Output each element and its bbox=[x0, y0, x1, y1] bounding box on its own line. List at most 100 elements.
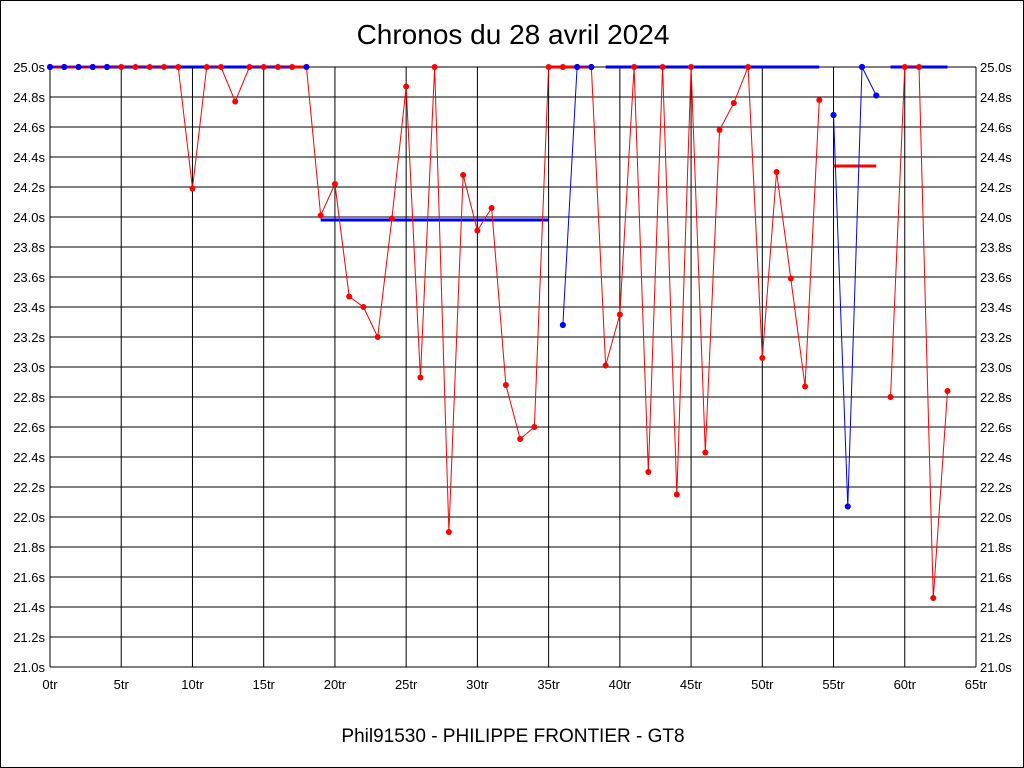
data-point bbox=[189, 185, 196, 192]
data-point bbox=[930, 595, 937, 601]
data-point bbox=[118, 64, 125, 70]
y-tick-label-right: 24.0s bbox=[980, 210, 1012, 225]
y-tick-label-right: 22.2s bbox=[980, 480, 1012, 495]
x-tick-label: 30tr bbox=[466, 677, 489, 692]
y-tick-label-left: 24.6s bbox=[13, 120, 45, 135]
y-tick-label-right: 23.0s bbox=[980, 360, 1012, 375]
data-point bbox=[232, 98, 239, 105]
y-tick-label-right: 21.4s bbox=[980, 600, 1012, 615]
data-point bbox=[274, 64, 281, 70]
data-point bbox=[816, 97, 823, 103]
data-point bbox=[132, 64, 139, 70]
reference-lines bbox=[50, 65, 948, 222]
x-tick-label: 5tr bbox=[114, 677, 130, 692]
y-tick-label-right: 22.6s bbox=[980, 420, 1012, 435]
x-tick-label: 10tr bbox=[181, 677, 204, 692]
y-tick-label-left: 24.4s bbox=[13, 150, 45, 165]
y-tick-label-right: 24.8s bbox=[980, 90, 1012, 105]
data-point bbox=[388, 215, 395, 222]
data-point bbox=[716, 127, 723, 133]
data-point bbox=[289, 64, 296, 70]
data-point bbox=[688, 64, 695, 70]
y-tick-label-right: 22.4s bbox=[980, 450, 1012, 465]
data-point bbox=[175, 64, 182, 70]
data-point bbox=[916, 64, 923, 70]
data-point bbox=[802, 383, 809, 390]
data-point bbox=[602, 362, 609, 369]
y-tick-label-right: 21.0s bbox=[980, 660, 1012, 675]
y-tick-label-left: 24.2s bbox=[13, 180, 45, 195]
x-tick-label: 45tr bbox=[680, 677, 703, 692]
data-point bbox=[303, 64, 310, 70]
y-tick-label-right: 24.4s bbox=[980, 150, 1012, 165]
y-tick-label-right: 23.8s bbox=[980, 240, 1012, 255]
x-tick-label: 65tr bbox=[965, 677, 988, 692]
y-tick-label-left: 21.2s bbox=[13, 630, 45, 645]
data-point bbox=[588, 64, 595, 70]
data-point bbox=[531, 424, 538, 430]
chart-footer: Phil91530 - PHILIPPE FRONTIER - GT8 bbox=[341, 726, 684, 747]
data-point bbox=[146, 64, 153, 70]
y-tick-label-left: 23.6s bbox=[13, 270, 45, 285]
y-tick-label-left: 22.0s bbox=[13, 510, 45, 525]
y-tick-label-right: 23.4s bbox=[980, 300, 1012, 315]
data-point bbox=[445, 529, 452, 535]
x-tick-label: 50tr bbox=[751, 677, 774, 692]
data-point bbox=[403, 83, 410, 90]
y-tick-label-left: 24.0s bbox=[13, 210, 45, 225]
y-tick-label-left: 21.6s bbox=[13, 570, 45, 585]
data-point bbox=[673, 491, 680, 498]
data-point bbox=[659, 64, 666, 70]
x-tick-labels: 0tr 5tr 10tr 15tr 20tr 25tr 30tr 35tr 40tr 45tr 50… bbox=[42, 677, 987, 692]
y-tick-label-left: 23.2s bbox=[13, 330, 45, 345]
data-point bbox=[559, 322, 566, 328]
y-tick-label-left: 22.4s bbox=[13, 450, 45, 465]
y-tick-labels-right: 21.0s 21.2s 21.4s 21.6s 21.8s 22.0s 22.2s 22.4s… bbox=[980, 60, 1012, 675]
x-tick-label: 40tr bbox=[609, 677, 632, 692]
y-tick-label-left: 23.0s bbox=[13, 360, 45, 375]
data-point bbox=[631, 64, 638, 70]
data-point bbox=[944, 388, 951, 394]
data-point bbox=[517, 436, 524, 442]
series-line-1 bbox=[833, 66, 877, 507]
data-point bbox=[260, 64, 267, 70]
x-tick-label: 35tr bbox=[537, 677, 560, 692]
data-point bbox=[331, 181, 338, 187]
y-tick-label-right: 24.2s bbox=[980, 180, 1012, 195]
data-point bbox=[460, 172, 467, 178]
y-tick-label-left: 22.8s bbox=[13, 390, 45, 405]
data-point bbox=[645, 469, 652, 475]
data-point bbox=[502, 382, 509, 388]
y-tick-label-right: 25.0s bbox=[980, 60, 1012, 75]
y-tick-label-right: 23.6s bbox=[980, 270, 1012, 285]
data-point bbox=[787, 275, 794, 282]
data-point bbox=[417, 374, 424, 381]
data-point bbox=[702, 449, 709, 456]
series-lines bbox=[50, 66, 949, 599]
x-tick-label: 60tr bbox=[894, 677, 917, 692]
data-point bbox=[474, 227, 481, 234]
y-tick-label-left: 22.6s bbox=[13, 420, 45, 435]
data-point bbox=[759, 355, 766, 361]
chart-title: Chronos du 28 avril 2024 bbox=[357, 19, 670, 50]
data-point bbox=[61, 64, 68, 70]
data-point bbox=[360, 304, 367, 310]
x-tick-label: 20tr bbox=[324, 677, 347, 692]
data-point bbox=[203, 64, 210, 70]
data-point bbox=[773, 169, 780, 175]
data-point bbox=[75, 64, 82, 70]
data-point bbox=[859, 64, 866, 70]
data-point bbox=[873, 92, 880, 99]
y-tick-label-right: 23.2s bbox=[980, 330, 1012, 345]
series-line-1 bbox=[562, 66, 592, 326]
data-point bbox=[901, 64, 908, 70]
data-point bbox=[730, 100, 737, 106]
data-point bbox=[47, 64, 53, 70]
y-tick-labels-left: 21.0s 21.2s 21.4s 21.6s 21.8s 22.0s 22.2s 22.4s… bbox=[13, 60, 45, 675]
data-point bbox=[246, 64, 253, 70]
x-tick-label: 0tr bbox=[42, 677, 58, 692]
y-tick-label-right: 21.2s bbox=[980, 630, 1012, 645]
x-tick-label: 25tr bbox=[395, 677, 418, 692]
